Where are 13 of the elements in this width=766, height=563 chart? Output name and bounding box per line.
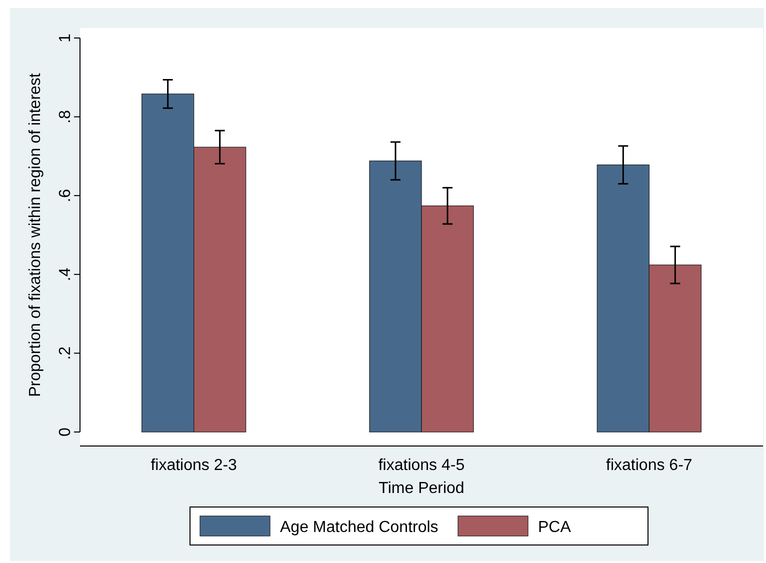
x-tick-label: fixations 4-5 [378, 457, 465, 474]
legend-label: Age Matched Controls [280, 519, 438, 536]
y-tick-label: 1 [57, 33, 74, 42]
legend-label: PCA [538, 519, 572, 536]
y-tick-label: .8 [57, 110, 74, 124]
x-tick-label: fixations 6-7 [606, 457, 692, 474]
y-tick-label: .4 [57, 268, 74, 282]
x-tick-label: fixations 2-3 [150, 457, 238, 474]
y-axis-title: Proportion of fixations within region of interest [27, 72, 44, 397]
y-tick-label: 0 [57, 427, 74, 436]
y-tick-label: .2 [57, 346, 74, 360]
x-axis-title: Time Period [378, 480, 464, 497]
y-tick-label: .6 [57, 188, 74, 202]
